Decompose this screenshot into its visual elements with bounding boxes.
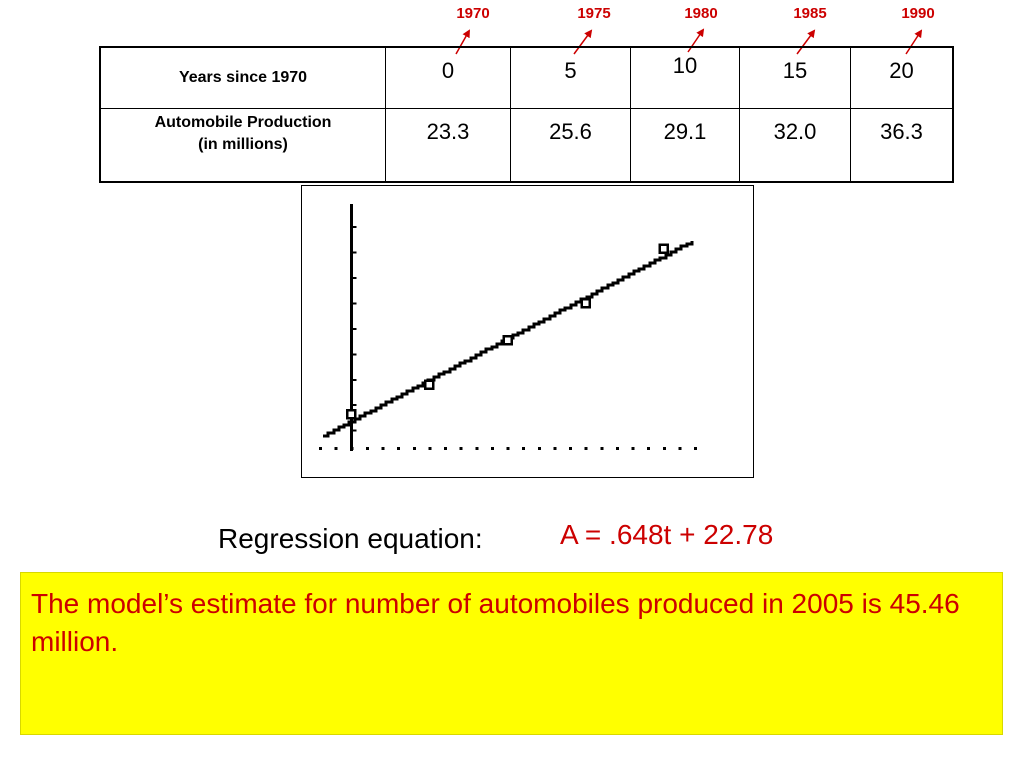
years-cell: 5 bbox=[510, 46, 631, 109]
x-axis-tick bbox=[694, 447, 697, 450]
data-point bbox=[346, 408, 357, 420]
data-point bbox=[580, 298, 591, 309]
scatter-plot bbox=[319, 204, 697, 451]
year-label-1990: 1990 bbox=[901, 5, 935, 22]
x-axis-tick bbox=[506, 447, 510, 450]
production-cell: 36.3 bbox=[850, 108, 954, 183]
table-row-production: Automobile Production (in millions) 23.3… bbox=[99, 108, 954, 183]
production-cell: 29.1 bbox=[630, 108, 740, 183]
x-axis-tick bbox=[631, 447, 635, 450]
estimate-text: The model’s estimate for number of autom… bbox=[31, 588, 960, 657]
year-label-1985: 1985 bbox=[793, 5, 827, 22]
x-axis-tick bbox=[600, 447, 604, 450]
x-axis-tick bbox=[397, 447, 401, 450]
x-axis-tick bbox=[334, 447, 338, 450]
x-axis-tick bbox=[365, 447, 369, 450]
production-header-line1: Automobile Production bbox=[154, 114, 332, 131]
x-axis-tick bbox=[584, 447, 588, 450]
regression-label: Regression equation: bbox=[218, 523, 483, 554]
production-header-line2: (in millions) bbox=[198, 136, 288, 153]
calculator-screen bbox=[301, 185, 754, 478]
year-label-1970: 1970 bbox=[456, 5, 490, 22]
x-axis-tick bbox=[553, 447, 557, 450]
year-label-1980: 1980 bbox=[684, 5, 718, 22]
x-axis-tick bbox=[490, 447, 494, 450]
regression-equation: A = .648t + 22.78 bbox=[560, 519, 774, 550]
x-axis-tick bbox=[647, 447, 651, 450]
production-cell: 23.3 bbox=[385, 108, 511, 183]
x-axis-tick bbox=[475, 447, 479, 450]
data-point bbox=[658, 243, 669, 254]
x-axis-tick bbox=[319, 447, 322, 450]
data-table: Years since 1970 0 5 10 15 20 Automobile… bbox=[99, 46, 954, 183]
x-axis-tick bbox=[428, 447, 432, 450]
estimate-box: The model’s estimate for number of autom… bbox=[20, 572, 1003, 735]
x-axis-tick bbox=[537, 447, 541, 450]
x-axis-tick bbox=[569, 447, 572, 450]
x-axis-tick bbox=[662, 447, 666, 450]
year-label-1975: 1975 bbox=[577, 5, 611, 22]
data-point bbox=[424, 379, 435, 391]
x-axis-tick bbox=[615, 447, 619, 450]
x-axis-tick bbox=[412, 447, 416, 450]
years-cell: 15 bbox=[739, 46, 851, 109]
x-axis-tick bbox=[678, 447, 682, 450]
table-row-years: Years since 1970 0 5 10 15 20 bbox=[99, 46, 954, 109]
production-cell: 25.6 bbox=[510, 108, 631, 183]
x-axis-tick bbox=[444, 447, 447, 450]
years-cell: 10 bbox=[630, 46, 740, 109]
x-axis-tick bbox=[522, 447, 526, 450]
production-header: Automobile Production (in millions) bbox=[99, 108, 386, 183]
data-point bbox=[502, 335, 513, 346]
years-cell: 20 bbox=[850, 46, 954, 109]
x-axis-tick bbox=[381, 447, 385, 450]
years-cell: 0 bbox=[385, 46, 511, 109]
x-axis-tick bbox=[459, 447, 463, 450]
production-cell: 32.0 bbox=[739, 108, 851, 183]
years-header: Years since 1970 bbox=[99, 46, 386, 109]
